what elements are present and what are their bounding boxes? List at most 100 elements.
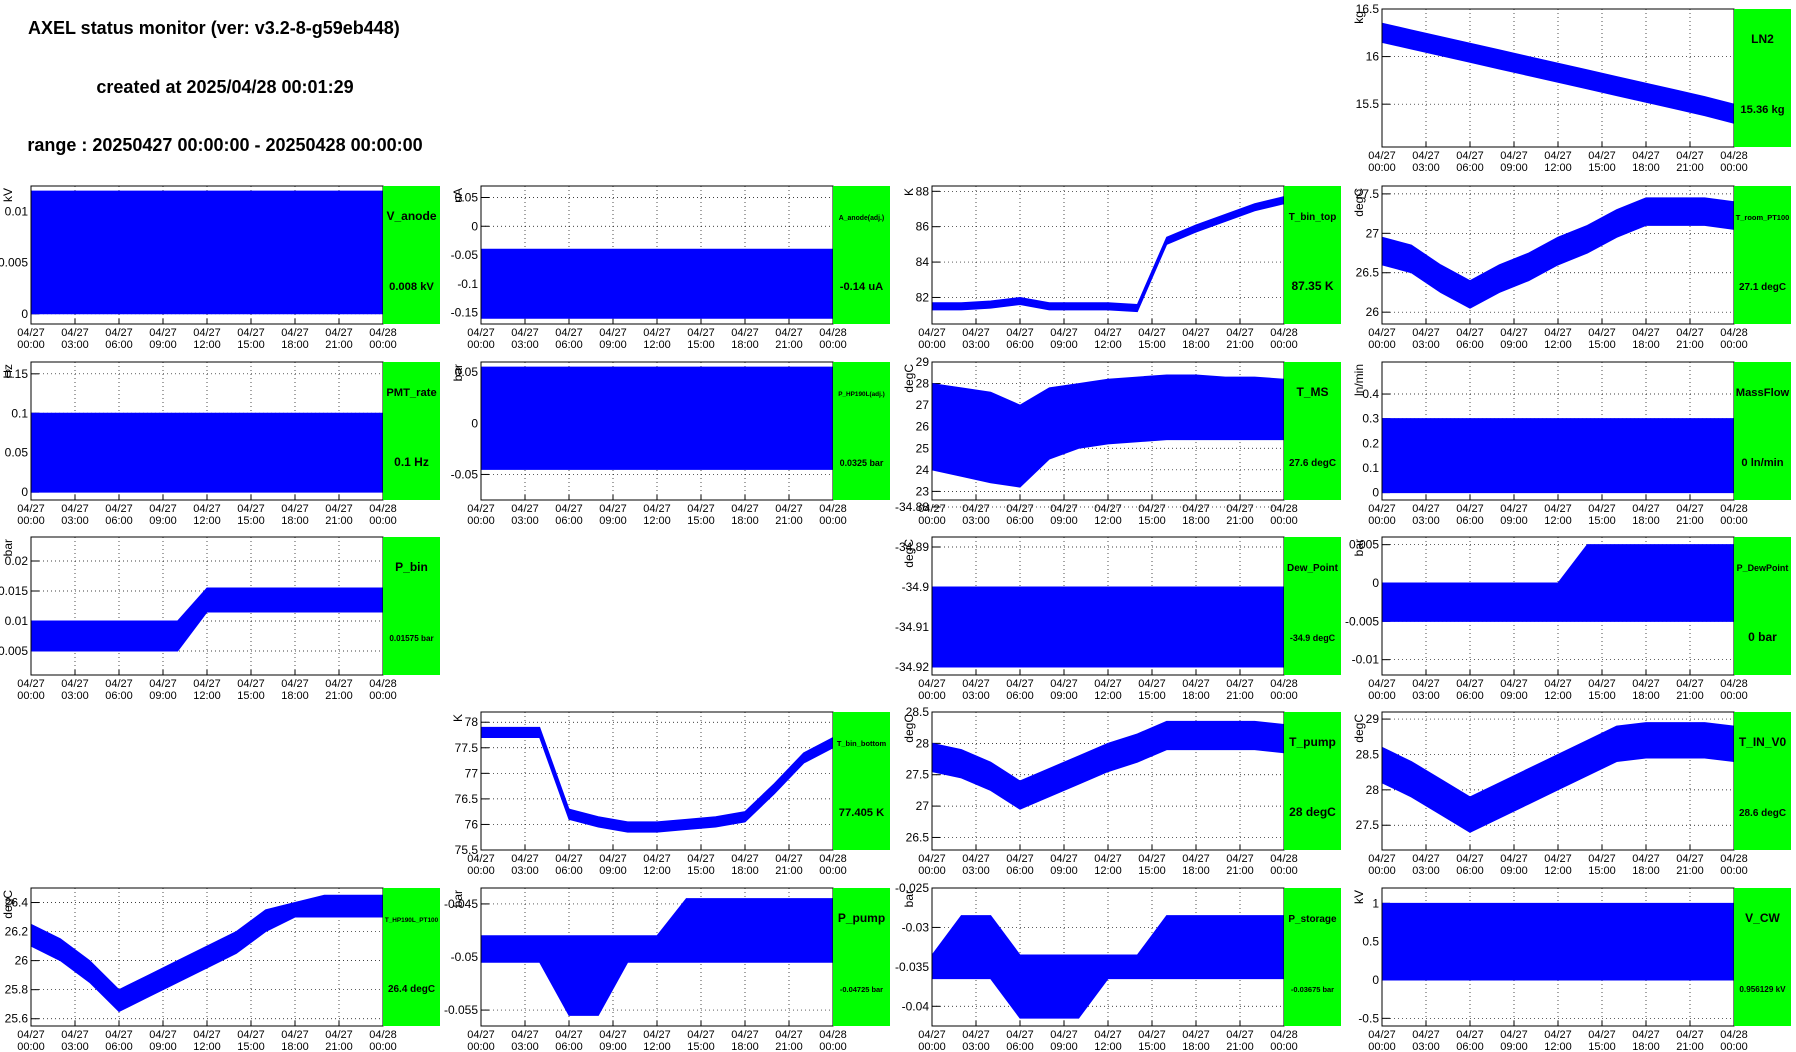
y-tick-label: -0.055 (444, 1003, 478, 1017)
x-tick-label: 04/27 03:00 (511, 853, 539, 877)
y-tick-label: 75.5 (455, 843, 479, 857)
channel-reading: 26.4 degC (388, 984, 435, 995)
y-tick-label: -34.88 (895, 500, 929, 514)
x-tick-label: 04/27 09:00 (599, 853, 627, 877)
status-box (1734, 888, 1791, 1026)
x-tick-label: 04/27 18:00 (281, 678, 309, 702)
status-box (383, 362, 440, 500)
x-tick-label: 04/27 21:00 (775, 853, 803, 877)
y-tick-label: -34.91 (895, 620, 929, 634)
x-tick-label: 04/27 12:00 (1544, 1029, 1572, 1052)
y-tick-label: 23 (916, 484, 930, 498)
channel-name: T_pump (1289, 735, 1336, 749)
y-tick-label: 77 (465, 766, 479, 780)
y-tick-label: 29 (1366, 712, 1380, 726)
x-tick-label: 04/27 09:00 (1050, 678, 1078, 702)
status-box (833, 888, 890, 1026)
x-tick-label: 04/27 15:00 (1588, 853, 1616, 877)
x-tick-label: 04/27 03:00 (962, 1029, 990, 1052)
x-tick-label: 04/27 18:00 (1632, 150, 1660, 174)
x-tick-label: 04/27 00:00 (17, 678, 45, 702)
x-tick-label: 04/27 03:00 (511, 1029, 539, 1052)
x-tick-label: 04/27 06:00 (1456, 503, 1484, 527)
x-tick-label: 04/28 00:00 (1720, 150, 1748, 174)
x-tick-label: 04/27 21:00 (325, 678, 353, 702)
status-box (1284, 888, 1341, 1026)
channel-reading: 0.956129 kV (1739, 985, 1786, 994)
y-tick-label: 26 (1366, 305, 1380, 319)
y-tick-label: 0 (471, 219, 478, 233)
x-tick-label: 04/27 21:00 (325, 1029, 353, 1052)
panel: 04/27 00:00 04/27 03:00 04/27 06:00 04/27 09:00… (451, 361, 890, 527)
x-tick-label: 04/27 12:00 (1544, 327, 1572, 351)
channel-name: P_bin (395, 560, 428, 574)
data-band (31, 412, 383, 493)
status-box (1734, 712, 1791, 850)
x-tick-label: 04/27 15:00 (1138, 853, 1166, 877)
y-tick-label: -0.05 (451, 467, 479, 481)
y-tick-label: 27 (1366, 226, 1380, 240)
x-tick-label: 04/27 15:00 (1138, 327, 1166, 351)
x-tick-label: 04/27 21:00 (1676, 503, 1704, 527)
y-tick-label: 28.5 (1356, 747, 1380, 761)
x-tick-label: 04/27 15:00 (237, 678, 265, 702)
channel-reading: 0.008 kV (389, 281, 434, 293)
y-tick-label: 0.4 (1362, 387, 1379, 401)
panel: 04/27 00:00 04/27 03:00 04/27 06:00 04/27 09:00… (902, 705, 1341, 877)
y-tick-label: 15.5 (1356, 97, 1380, 111)
status-box (1734, 186, 1791, 324)
status-box (833, 362, 890, 500)
status-box (1734, 9, 1791, 147)
y-axis-unit: degC (1352, 714, 1366, 743)
x-tick-label: 04/28 00:00 (819, 327, 847, 351)
y-tick-label: 26 (15, 954, 29, 968)
x-tick-label: 04/27 15:00 (1588, 150, 1616, 174)
x-tick-label: 04/27 12:00 (1094, 678, 1122, 702)
status-box (383, 186, 440, 324)
x-tick-label: 04/27 12:00 (1544, 503, 1572, 527)
x-tick-label: 04/27 09:00 (1050, 853, 1078, 877)
x-tick-label: 04/27 06:00 (105, 503, 133, 527)
channel-name: T_room_PT100 (1736, 213, 1790, 222)
x-tick-label: 04/27 00:00 (1368, 853, 1396, 877)
panel: 04/27 00:00 04/27 03:00 04/27 06:00 04/27 09:00… (451, 711, 890, 877)
y-tick-label: -0.1 (457, 277, 478, 291)
x-tick-label: 04/28 00:00 (369, 678, 397, 702)
x-tick-label: 04/27 21:00 (1226, 853, 1254, 877)
y-tick-label: 0.05 (455, 365, 479, 379)
x-tick-label: 04/27 09:00 (1500, 853, 1528, 877)
x-tick-label: 04/27 09:00 (1500, 327, 1528, 351)
y-tick-label: 25.8 (5, 983, 29, 997)
channel-name: P_DewPoint (1737, 563, 1789, 573)
y-tick-label: 77.5 (455, 741, 479, 755)
x-tick-label: 04/27 21:00 (1676, 678, 1704, 702)
y-tick-label: 25 (916, 441, 930, 455)
y-axis-unit: degC (902, 364, 916, 393)
x-tick-label: 04/28 00:00 (369, 327, 397, 351)
x-tick-label: 04/28 00:00 (819, 853, 847, 877)
channel-name: T_bin_top (1289, 212, 1337, 223)
x-tick-label: 04/27 21:00 (1226, 503, 1254, 527)
y-tick-label: 25.6 (5, 1012, 29, 1026)
channel-reading: 0.0325 bar (840, 458, 884, 468)
x-tick-label: 04/27 03:00 (61, 678, 89, 702)
x-tick-label: 04/27 09:00 (1500, 503, 1528, 527)
x-tick-label: 04/27 15:00 (1138, 503, 1166, 527)
x-tick-label: 04/27 18:00 (281, 1029, 309, 1052)
y-tick-label: 0 (21, 307, 28, 321)
status-box (1284, 537, 1341, 675)
x-tick-label: 04/27 03:00 (1412, 1029, 1440, 1052)
channel-reading: 15.36 kg (1740, 104, 1784, 116)
panel: 04/27 00:00 04/27 03:00 04/27 06:00 04/27 09:00… (0, 185, 440, 351)
x-tick-label: 04/27 03:00 (1412, 503, 1440, 527)
y-axis-unit: K (902, 188, 916, 196)
x-tick-label: 04/27 12:00 (1544, 853, 1572, 877)
x-tick-label: 04/27 12:00 (193, 503, 221, 527)
x-tick-label: 04/27 06:00 (1456, 150, 1484, 174)
channel-reading: -0.14 uA (840, 281, 884, 293)
y-tick-label: 28.5 (906, 705, 930, 719)
x-tick-label: 04/27 21:00 (1676, 853, 1704, 877)
data-band (1382, 22, 1734, 124)
y-axis-unit: bar (451, 364, 465, 381)
y-axis-unit: bar (902, 890, 916, 907)
